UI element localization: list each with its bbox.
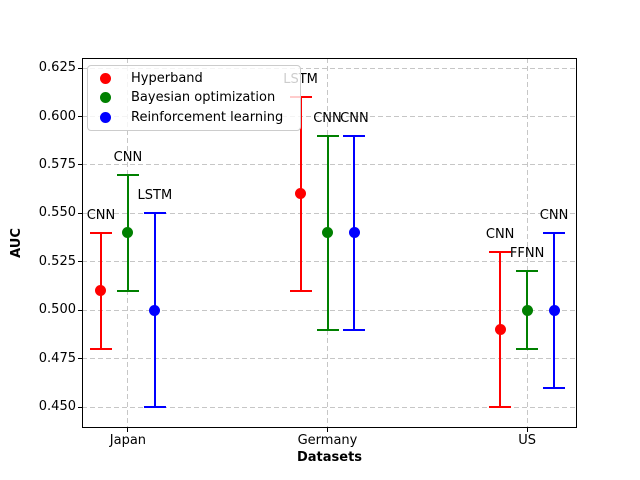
point-label: CNN [539, 207, 569, 223]
x-gridline [526, 58, 528, 428]
x-tick-label: Germany [297, 433, 358, 448]
y-tick-label: 0.450 [38, 399, 76, 415]
y-gridline [82, 261, 577, 263]
errorbar-cap-bottom [143, 406, 166, 409]
y-tick [78, 358, 82, 360]
errorbar-cap-bottom [543, 386, 566, 389]
legend-item-bayesian-optimization: Bayesian optimization [100, 88, 292, 107]
errorbar-cap-bottom [516, 347, 539, 350]
x-tick [526, 428, 528, 432]
y-tick [78, 406, 82, 408]
data-point-marker [494, 324, 506, 336]
y-axis-label: AUC [9, 228, 24, 258]
data-point-marker [322, 227, 333, 239]
legend-item-hyperband: Hyperband [100, 69, 292, 88]
errorbar-cap-top [516, 270, 539, 273]
y-tick-label: 0.625 [38, 60, 76, 76]
x-tick [127, 428, 129, 432]
point-label: CNN [313, 110, 342, 126]
legend-marker-hyperband-icon [100, 73, 111, 85]
y-gridline [82, 406, 577, 408]
y-gridline [82, 358, 577, 360]
legend-label-bayesian: Bayesian optimization [131, 90, 276, 106]
data-point-marker [95, 285, 107, 297]
data-point-marker [521, 304, 533, 316]
point-label: CNN [86, 207, 116, 223]
point-label: CNN [340, 110, 369, 126]
data-point-marker [348, 227, 360, 239]
y-tick-label: 0.475 [38, 350, 76, 366]
point-label: FFNN [509, 246, 545, 262]
errorbar-cap-top [543, 231, 566, 234]
y-tick-label: 0.550 [38, 205, 76, 221]
y-tick [78, 212, 82, 214]
x-tick [327, 428, 328, 432]
point-label: LSTM [137, 188, 173, 204]
y-tick [78, 261, 82, 263]
errorbar-cap-top [343, 134, 366, 137]
legend-marker-bayesian-icon [100, 92, 111, 104]
y-tick [78, 309, 82, 311]
errorbar-cap-top [116, 173, 139, 176]
errorbar-cap-bottom [316, 328, 339, 331]
errorbar-cap-bottom [89, 347, 112, 350]
y-gridline [82, 164, 577, 166]
plot-area [82, 58, 577, 428]
y-tick [78, 116, 82, 117]
errorbar-cap-top [89, 231, 112, 234]
y-gridline [82, 212, 577, 214]
x-axis-label: Datasets [296, 450, 363, 465]
data-point-marker [295, 188, 307, 200]
data-point-marker [122, 227, 134, 239]
x-tick-label: US [518, 433, 536, 448]
x-tick-label: Japan [109, 433, 147, 448]
legend-label-hyperband: Hyperband [131, 71, 203, 87]
errorbar-cap-top [143, 212, 166, 215]
y-tick-label: 0.525 [38, 253, 76, 269]
y-gridline [82, 116, 577, 117]
errorbar-cap-bottom [489, 406, 512, 409]
y-gridline [82, 67, 577, 69]
errorbar-cap-bottom [343, 328, 366, 331]
point-label: CNN [113, 149, 143, 165]
y-gridline [82, 309, 577, 311]
y-tick-label: 0.600 [38, 108, 76, 124]
y-tick [78, 164, 82, 166]
legend-label-reinforcement: Reinforcement learning [131, 109, 284, 125]
y-tick-label: 0.500 [38, 302, 76, 318]
errorbar-cap-bottom [116, 289, 139, 292]
errorbar-cap-top [489, 251, 512, 254]
legend: Hyperband Bayesian optimization Reinforc… [87, 65, 301, 131]
y-tick-label: 0.575 [38, 156, 76, 172]
data-point-marker [548, 304, 560, 316]
data-point-marker [149, 304, 161, 316]
y-tick [78, 67, 82, 69]
errorbar-cap-top [316, 134, 339, 137]
legend-marker-reinforcement-icon [100, 111, 111, 123]
errorbar-cap-bottom [289, 289, 312, 292]
legend-item-reinforcement-learning: Reinforcement learning [100, 108, 292, 127]
point-label: CNN [485, 227, 515, 243]
